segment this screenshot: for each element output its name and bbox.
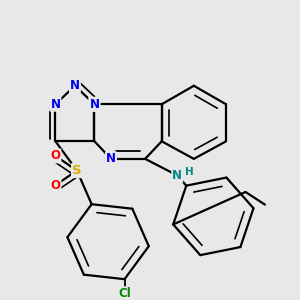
- Text: Cl: Cl: [118, 287, 131, 300]
- Text: N: N: [50, 98, 61, 111]
- Text: N: N: [89, 98, 99, 111]
- Text: N: N: [89, 98, 99, 111]
- Text: O: O: [50, 149, 61, 162]
- Text: H: H: [184, 167, 194, 176]
- Text: O: O: [50, 179, 61, 192]
- Text: N: N: [106, 152, 116, 165]
- Text: S: S: [72, 164, 82, 177]
- Text: N: N: [70, 79, 80, 92]
- Text: N: N: [172, 169, 182, 182]
